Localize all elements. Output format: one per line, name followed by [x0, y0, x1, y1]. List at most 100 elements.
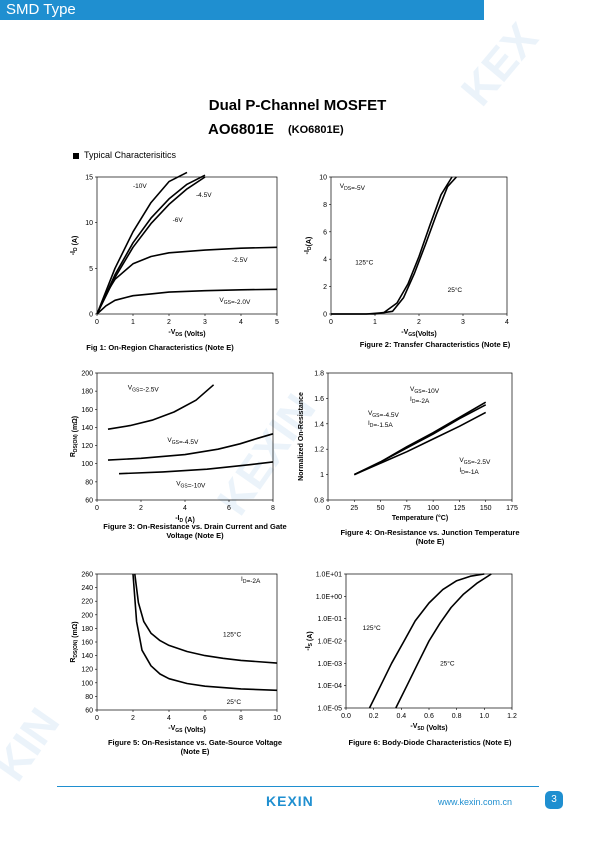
square-bullet-icon	[73, 152, 79, 159]
y-tick-label: 1.0E-05	[317, 706, 342, 713]
plot-frame	[96, 372, 274, 501]
y-tick-label: 8	[323, 202, 327, 209]
x-axis-label: -VSD (Volts)	[410, 723, 447, 732]
x-axis-label: -VGS(Volts)	[401, 329, 437, 338]
series-line	[395, 573, 492, 709]
annotation-label: 125°C	[355, 259, 373, 267]
plot-frame	[96, 176, 278, 315]
annotation-label: 25°C	[440, 660, 455, 668]
y-tick-label: 140	[81, 653, 93, 660]
y-tick-label: 0.8	[314, 498, 324, 505]
x-tick-label: 100	[427, 505, 439, 512]
y-tick-label: 120	[81, 667, 93, 674]
y-axis-label: Normalized On-Resistance	[298, 392, 305, 481]
x-tick-label: 1.2	[507, 713, 517, 720]
x-tick-label: 10	[273, 715, 281, 722]
series-line	[353, 411, 487, 476]
figure-caption: Figure 4: On-Resistance vs. Junction Tem…	[340, 528, 520, 546]
x-tick-label: 2	[167, 319, 171, 326]
y-tick-label: 80	[85, 694, 93, 701]
y-tick-label: 80	[85, 479, 93, 486]
x-tick-label: 0.4	[396, 713, 406, 720]
y-axis-label: RDS(ON) (mΩ)	[70, 416, 79, 457]
x-tick-label: 3	[203, 319, 207, 326]
y-tick-label: 240	[81, 585, 93, 592]
series-line	[96, 246, 278, 315]
y-axis-label: RDS(ON) (mΩ)	[70, 621, 79, 662]
y-tick-label: 220	[81, 599, 93, 606]
annotation-label: 125°C	[223, 631, 241, 639]
x-tick-label: 0.2	[369, 713, 379, 720]
header-right-label: MOSFET	[526, 1, 590, 18]
x-axis-label: -VGS (Volts)	[168, 725, 205, 734]
x-tick-label: 5	[275, 319, 279, 326]
series-line	[331, 176, 453, 315]
y-tick-label: 1.0E+00	[316, 594, 342, 601]
x-tick-label: 2	[139, 505, 143, 512]
x-tick-label: 125	[454, 505, 466, 512]
x-tick-label: 75	[403, 505, 411, 512]
series-line	[96, 171, 188, 315]
x-axis-label: -ID (A)	[175, 515, 195, 524]
y-tick-label: 100	[81, 680, 93, 687]
y-tick-label: 1.0E-02	[317, 639, 342, 646]
annotation-label: -6V	[173, 217, 184, 224]
y-tick-label: 1.0E-03	[317, 661, 342, 668]
annotation-label: VDS=-5V	[340, 183, 366, 192]
x-tick-label: 0	[329, 319, 333, 326]
series-line	[331, 176, 457, 315]
x-tick-label: 0.0	[341, 713, 351, 720]
y-axis-label: -ID (A)	[70, 236, 79, 256]
annotation-label: -10V	[133, 183, 147, 190]
annotation-label: -2.5V	[232, 257, 248, 264]
y-tick-label: 200	[81, 612, 93, 619]
series-line	[118, 461, 274, 475]
y-tick-label: 0	[323, 312, 327, 319]
footer-logo: KEXIN	[266, 793, 314, 809]
y-tick-label: 160	[81, 640, 93, 647]
annotation-label: VGS=-2.5V	[128, 384, 160, 393]
y-tick-label: 200	[81, 371, 93, 378]
annotation-label: -4.5V	[196, 192, 212, 199]
annotation-label: 25°C	[448, 286, 463, 294]
annotation-label: ID=-1A	[459, 467, 479, 476]
part-number-alt: (KO6801E)	[288, 124, 344, 136]
x-tick-label: 3	[461, 319, 465, 326]
section-heading: Typical Characterisitics	[73, 150, 176, 160]
x-tick-label: 4	[239, 319, 243, 326]
annotation-label: VGS=-2.5V	[459, 457, 491, 466]
series-line	[107, 433, 274, 461]
y-tick-label: 60	[85, 498, 93, 505]
series-line	[96, 174, 206, 315]
series-line	[96, 288, 278, 315]
figure-caption: Figure 2: Transfer Characteristics (Note…	[359, 340, 511, 349]
annotation-label: VGS=-4.5V	[167, 437, 199, 446]
x-tick-label: 2	[417, 319, 421, 326]
annotation-label: ID=-2A	[241, 576, 261, 585]
x-tick-label: 4	[505, 319, 509, 326]
y-tick-label: 5	[89, 266, 93, 273]
y-tick-label: 120	[81, 443, 93, 450]
y-tick-label: 180	[81, 626, 93, 633]
x-axis-label: -VDS (Volts)	[168, 329, 205, 338]
series-line	[134, 573, 278, 664]
annotation-label: VGS=-2.0V	[219, 297, 251, 306]
part-number: AO6801E	[208, 121, 274, 138]
x-tick-label: 6	[227, 505, 231, 512]
plot-frame	[327, 372, 513, 501]
y-tick-label: 2	[323, 284, 327, 291]
y-tick-label: 4	[323, 257, 327, 264]
x-tick-label: 8	[271, 505, 275, 512]
y-tick-label: 140	[81, 425, 93, 432]
figure-caption: Figure 6: Body-Diode Characteristics (No…	[348, 738, 512, 747]
y-tick-label: 15	[85, 175, 93, 182]
series-line	[368, 573, 485, 709]
x-tick-label: 0.8	[452, 713, 462, 720]
section-heading-text: Typical Characterisitics	[84, 150, 177, 160]
series-line	[96, 176, 206, 315]
x-tick-label: 0	[95, 319, 99, 326]
footer-url: www.kexin.com.cn	[438, 797, 513, 807]
x-tick-label: 0	[95, 715, 99, 722]
y-tick-label: 0	[89, 312, 93, 319]
